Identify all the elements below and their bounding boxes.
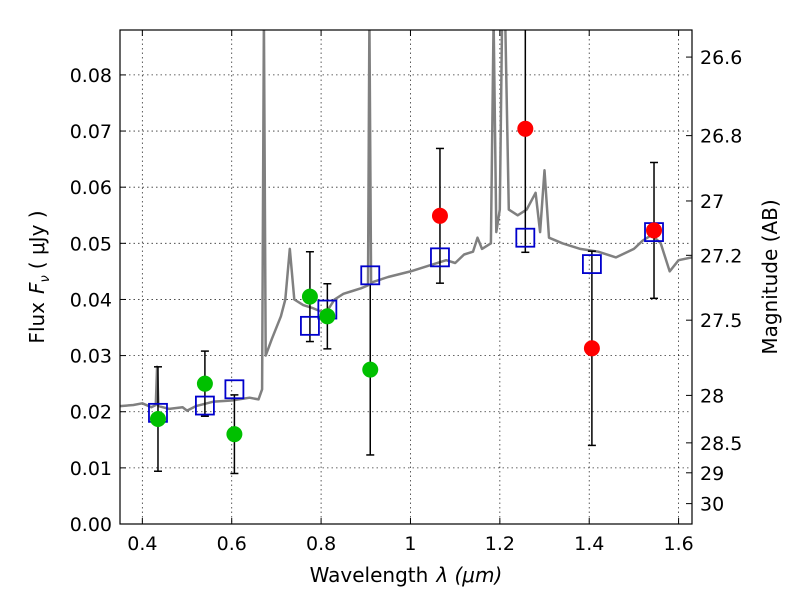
optical-photometry-point — [319, 308, 336, 325]
y2-tick-label: 30 — [700, 494, 724, 516]
x-tick-label: 1.6 — [663, 533, 693, 555]
model-photometry-square — [360, 265, 381, 286]
nir-photometry-point — [517, 120, 534, 137]
model-photometry-square — [515, 227, 536, 248]
marker-layer — [148, 120, 664, 443]
plot-frame — [119, 29, 693, 525]
y2-tick-label: 27.2 — [700, 245, 742, 267]
optical-photometry-point — [196, 375, 213, 392]
optical-photometry-point — [301, 288, 318, 305]
model-photometry-square — [430, 247, 450, 268]
x-axis-label: Wavelength λ (μm) — [310, 563, 503, 587]
nir-photometry-point — [583, 340, 600, 357]
model-photometry-square — [195, 395, 215, 416]
y-tick-label: 0.06 — [70, 177, 112, 199]
model-photometry-square — [582, 254, 602, 274]
x-tick-label: 1 — [404, 533, 416, 555]
y2-tick-label: 29 — [700, 463, 724, 485]
y-tick-label: 0.02 — [70, 402, 112, 424]
x-tick-label: 1.2 — [485, 533, 515, 555]
y-tick-label: 0.00 — [70, 514, 112, 536]
y-tick-label: 0.04 — [70, 289, 112, 311]
nir-photometry-point — [431, 207, 448, 224]
y-tick-label: 0.07 — [70, 121, 112, 143]
y2-axis-label: Magnitude (AB) — [758, 199, 782, 354]
x-tick-label: 1.4 — [574, 533, 604, 555]
x-tick-label: 0.4 — [127, 533, 157, 555]
nir-photometry-point — [646, 222, 663, 239]
y-tick-label: 0.01 — [70, 458, 112, 480]
y-tick-label: 0.08 — [70, 65, 112, 87]
y2-tick-label: 28.5 — [700, 433, 742, 455]
y-tick-label: 0.05 — [70, 233, 112, 255]
optical-photometry-point — [362, 361, 379, 378]
y2-tick-label: 27.5 — [700, 310, 742, 332]
optical-photometry-point — [226, 426, 243, 443]
optical-photometry-point — [149, 411, 166, 428]
x-tick-label: 0.6 — [217, 533, 247, 555]
y-axis-label: FluxFν( μJy ) — [25, 210, 53, 343]
y-tick-label: 0.03 — [70, 346, 112, 368]
x-tick-label: 0.8 — [306, 533, 336, 555]
y2-tick-label: 26.6 — [700, 47, 742, 69]
y2-tick-label: 28 — [700, 385, 724, 407]
tick-layer: 0.4 0.6 0.8 1 1.2 1.4 1.6 0.00 0.01 0.02 0.03 0.04 0… — [70, 30, 742, 555]
model-photometry-square — [224, 379, 245, 400]
y2-tick-label: 27 — [700, 191, 724, 213]
y2-tick-label: 26.8 — [700, 126, 742, 148]
model-photometry-square — [300, 315, 320, 336]
